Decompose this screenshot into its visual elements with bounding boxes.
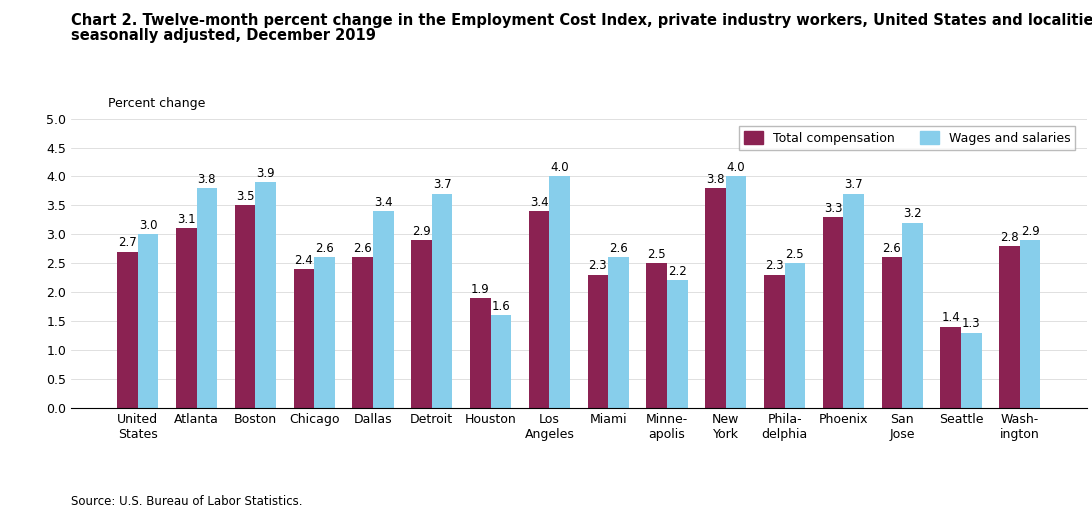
Bar xyxy=(1020,240,1041,408)
Text: 2.3: 2.3 xyxy=(765,260,784,272)
Bar xyxy=(999,246,1020,408)
Bar xyxy=(373,211,393,408)
Text: 3.8: 3.8 xyxy=(198,173,216,186)
Bar xyxy=(940,327,961,408)
Text: 2.9: 2.9 xyxy=(1021,225,1040,238)
Text: 3.7: 3.7 xyxy=(432,179,451,191)
Text: 3.5: 3.5 xyxy=(236,190,254,203)
Text: 1.9: 1.9 xyxy=(471,283,489,296)
Text: 3.3: 3.3 xyxy=(823,202,842,215)
Text: 1.6: 1.6 xyxy=(491,300,510,313)
Bar xyxy=(314,257,335,408)
Bar xyxy=(138,234,158,408)
Bar xyxy=(822,217,843,408)
Text: 2.8: 2.8 xyxy=(1000,231,1019,244)
Legend: Total compensation, Wages and salaries: Total compensation, Wages and salaries xyxy=(739,126,1076,150)
Bar xyxy=(646,263,667,408)
Text: 2.3: 2.3 xyxy=(589,260,607,272)
Text: 1.4: 1.4 xyxy=(941,312,960,325)
Bar xyxy=(961,332,982,408)
Bar xyxy=(764,275,784,408)
Text: 2.6: 2.6 xyxy=(609,242,628,255)
Bar xyxy=(431,194,452,408)
Text: 2.6: 2.6 xyxy=(882,242,901,255)
Bar xyxy=(784,263,805,408)
Text: 2.9: 2.9 xyxy=(412,225,431,238)
Bar xyxy=(470,298,490,408)
Bar xyxy=(353,257,373,408)
Bar xyxy=(881,257,902,408)
Text: 3.4: 3.4 xyxy=(373,196,392,209)
Text: 2.5: 2.5 xyxy=(648,248,666,261)
Bar xyxy=(705,188,726,408)
Text: Percent change: Percent change xyxy=(108,97,205,110)
Text: 2.6: 2.6 xyxy=(354,242,372,255)
Text: 2.4: 2.4 xyxy=(295,254,313,267)
Text: 3.1: 3.1 xyxy=(177,213,195,226)
Text: 2.6: 2.6 xyxy=(316,242,334,255)
Text: 3.4: 3.4 xyxy=(530,196,548,209)
Bar xyxy=(176,229,197,408)
Text: 4.0: 4.0 xyxy=(550,161,569,174)
Text: 4.0: 4.0 xyxy=(727,161,746,174)
Bar xyxy=(549,176,570,408)
Bar xyxy=(608,257,629,408)
Text: 3.0: 3.0 xyxy=(139,219,157,232)
Bar xyxy=(412,240,431,408)
Text: 2.2: 2.2 xyxy=(668,265,687,278)
Bar xyxy=(294,269,314,408)
Text: 2.7: 2.7 xyxy=(118,236,136,249)
Text: 3.2: 3.2 xyxy=(903,207,922,220)
Bar xyxy=(256,182,276,408)
Text: 1.3: 1.3 xyxy=(962,317,981,330)
Text: 2.5: 2.5 xyxy=(785,248,804,261)
Bar xyxy=(197,188,217,408)
Text: 3.7: 3.7 xyxy=(844,179,863,191)
Bar xyxy=(902,223,923,408)
Text: seasonally adjusted, December 2019: seasonally adjusted, December 2019 xyxy=(71,28,376,43)
Bar xyxy=(667,281,688,408)
Bar xyxy=(117,252,138,408)
Text: Source: U.S. Bureau of Labor Statistics.: Source: U.S. Bureau of Labor Statistics. xyxy=(71,495,302,508)
Bar xyxy=(529,211,549,408)
Bar xyxy=(235,205,256,408)
Bar xyxy=(843,194,864,408)
Text: 3.9: 3.9 xyxy=(257,167,275,180)
Text: 3.8: 3.8 xyxy=(707,173,725,186)
Bar xyxy=(587,275,608,408)
Bar xyxy=(490,315,511,408)
Bar xyxy=(726,176,746,408)
Text: Chart 2. Twelve-month percent change in the Employment Cost Index, private indus: Chart 2. Twelve-month percent change in … xyxy=(71,13,1092,28)
